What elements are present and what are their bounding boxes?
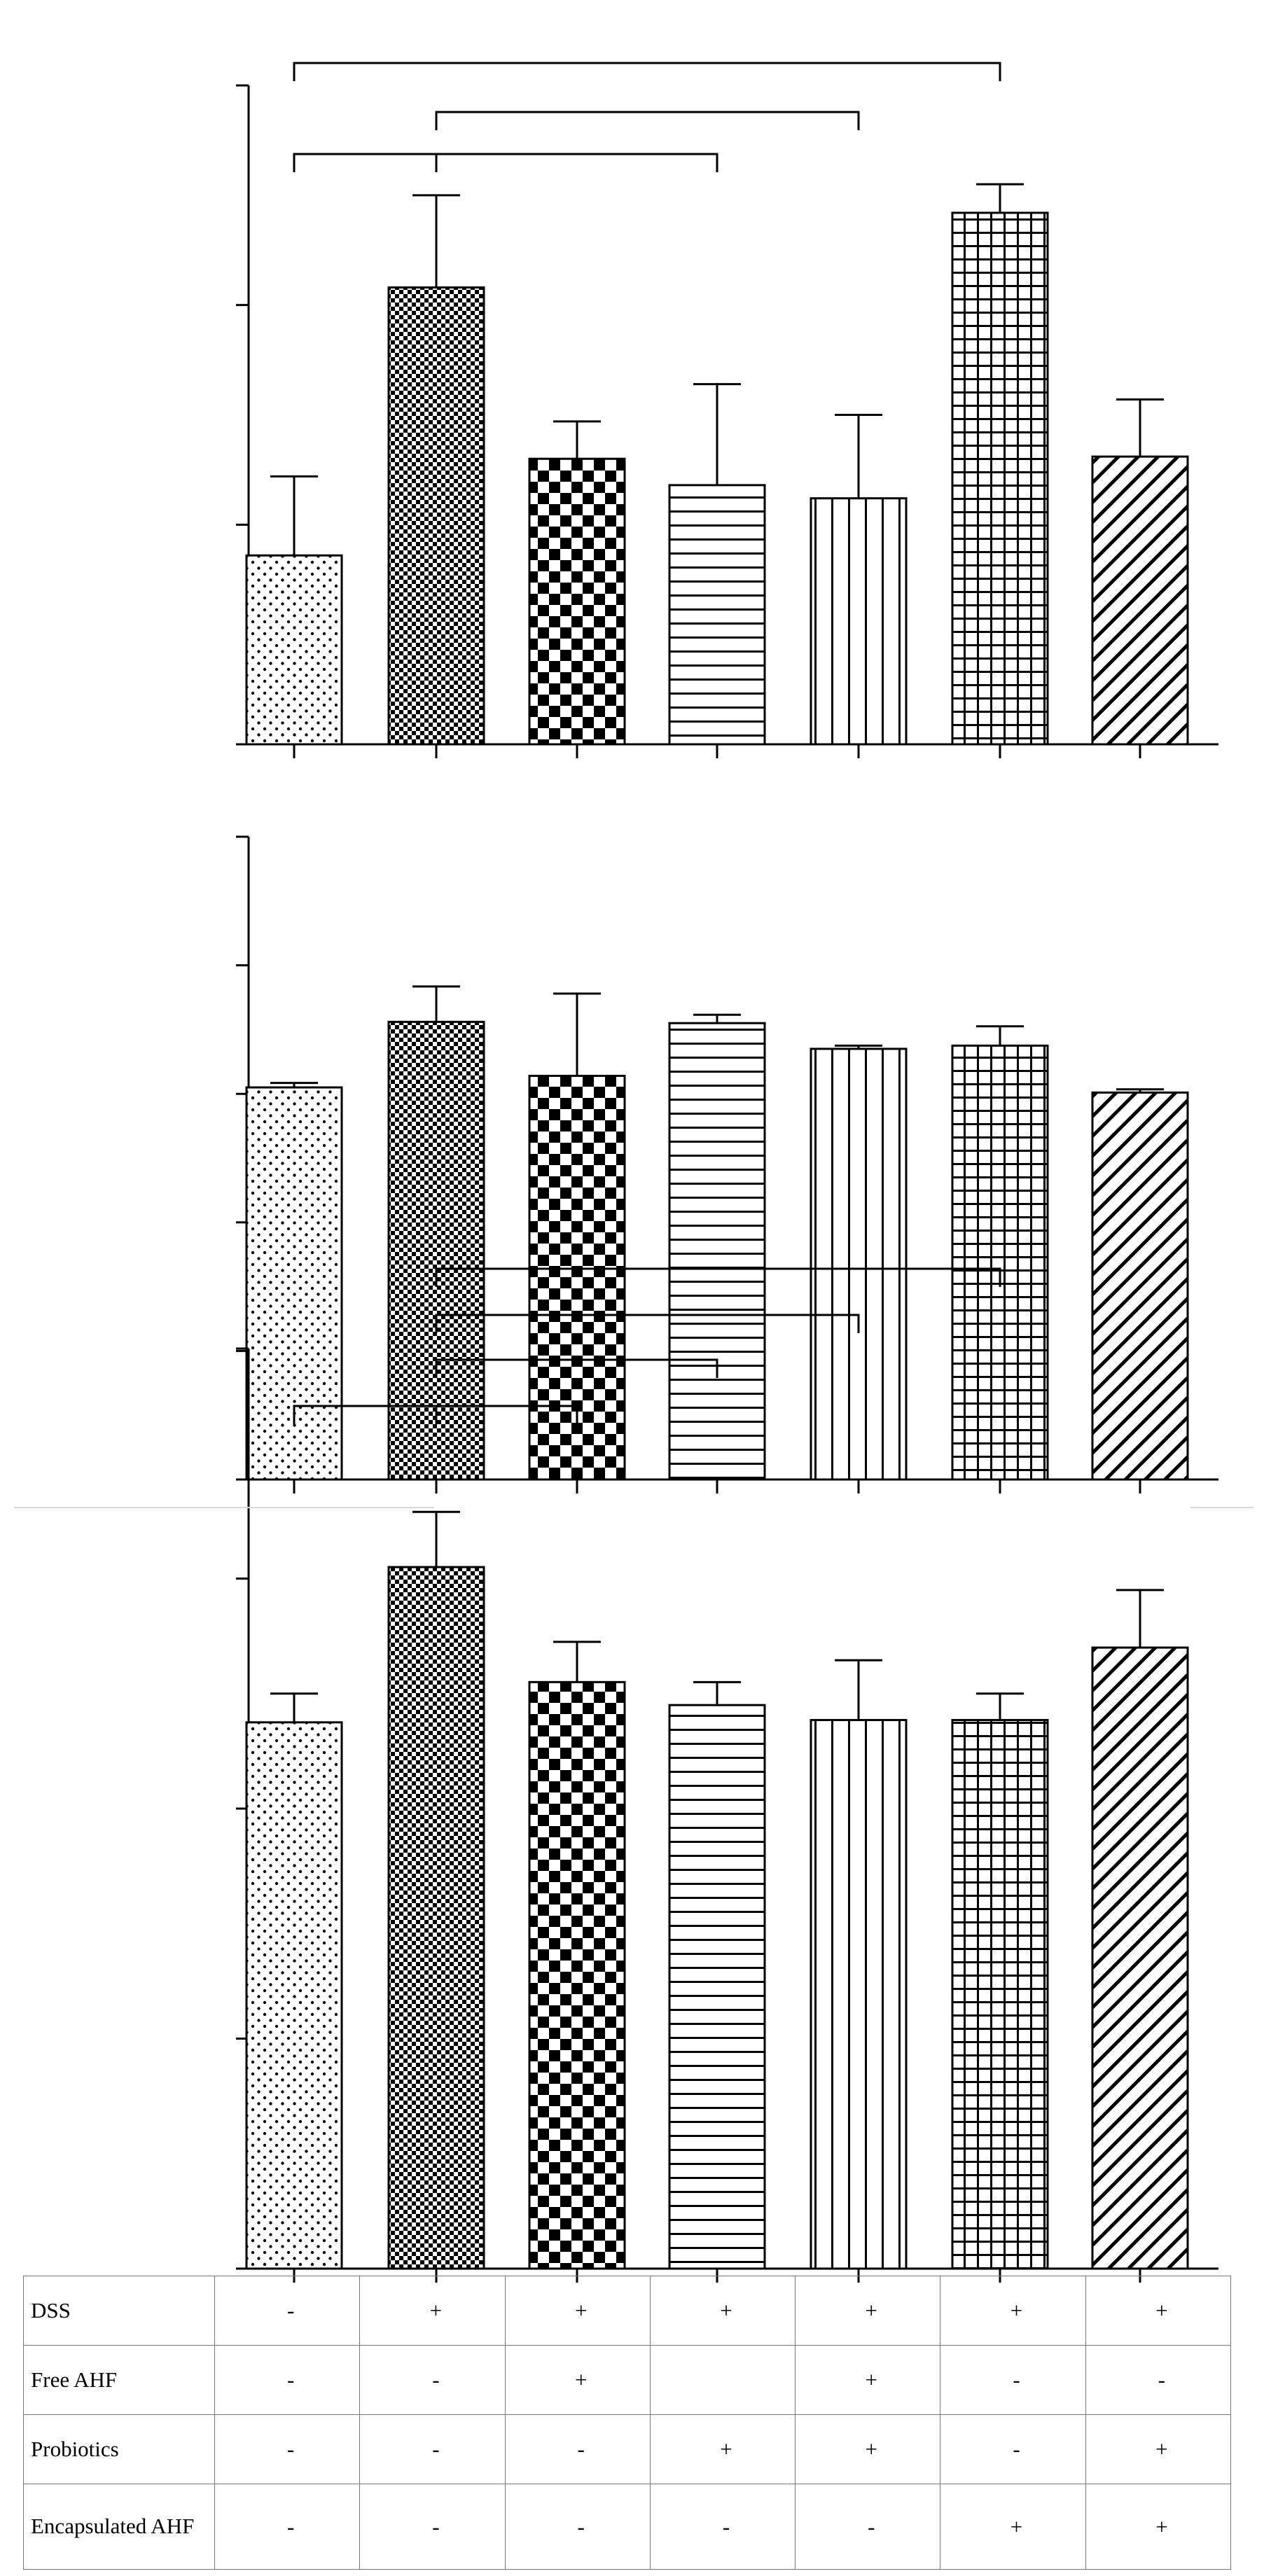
- bar-g4: [668, 1704, 766, 2270]
- table-cell: -: [214, 2484, 361, 2570]
- table-row: Free AHF - - + + - -: [23, 2345, 1232, 2415]
- table-cell: +: [504, 2345, 651, 2415]
- bar-g3: [528, 457, 626, 746]
- bar-g7: [1091, 455, 1189, 746]
- table-cell: -: [940, 2345, 1086, 2415]
- bar-g5: [810, 1047, 908, 1481]
- table-cell: +: [795, 2345, 941, 2415]
- bar-g5: [810, 497, 908, 746]
- panel-c-chart: [236, 1267, 1218, 2283]
- table-cell: +: [359, 2276, 506, 2346]
- table-row: DSS - + + + + + +: [23, 2276, 1232, 2346]
- table-cell: -: [940, 2414, 1086, 2484]
- table-cell: [649, 2345, 796, 2415]
- bar-g7: [1091, 1646, 1189, 2270]
- row-label: DSS: [23, 2276, 215, 2346]
- table-cell: +: [795, 2276, 941, 2346]
- table-cell: +: [1085, 2414, 1232, 2484]
- panel-a-chart: [236, 62, 1218, 758]
- panel-divider-right: [1190, 1507, 1253, 1508]
- significance-bracket: [293, 62, 1001, 81]
- table-cell: +: [1085, 2276, 1232, 2346]
- table-row: Encapsulated AHF - - - - - + +: [23, 2484, 1232, 2570]
- table-cell: -: [1085, 2345, 1232, 2415]
- table-cell: +: [940, 2484, 1086, 2570]
- row-label: Encapsulated AHF: [23, 2484, 215, 2570]
- table-row: Probiotics - - - + + - +: [23, 2414, 1232, 2484]
- table-cell: -: [504, 2414, 651, 2484]
- table-cell: +: [649, 2414, 796, 2484]
- bar-g5: [810, 1719, 908, 2270]
- significance-bracket: [435, 1314, 860, 1333]
- table-cell: -: [214, 2414, 361, 2484]
- significance-bracket: [435, 153, 718, 172]
- significance-bracket: [293, 153, 438, 172]
- bar-g4: [668, 484, 766, 746]
- row-label: Free AHF: [23, 2345, 215, 2415]
- table-cell: +: [940, 2276, 1086, 2346]
- table-cell: +: [649, 2276, 796, 2346]
- table-cell: -: [214, 2276, 361, 2346]
- bar-g1: [245, 554, 343, 746]
- table-cell: -: [504, 2484, 651, 2570]
- table-cell: +: [795, 2414, 941, 2484]
- significance-bracket: [435, 1358, 718, 1378]
- bar-g2: [387, 1020, 485, 1481]
- table-cell: +: [1085, 2484, 1232, 2570]
- table-cell: +: [504, 2276, 651, 2346]
- bar-g6: [951, 1044, 1049, 1481]
- table-cell: -: [214, 2345, 361, 2415]
- bar-g4: [668, 1022, 766, 1481]
- table-cell: -: [359, 2345, 506, 2415]
- table-cell: -: [359, 2414, 506, 2484]
- panel-divider-top: [14, 1507, 434, 1508]
- bar-g2: [387, 1566, 485, 2270]
- bar-g6: [951, 1719, 1049, 2270]
- table-cell: -: [359, 2484, 506, 2570]
- bar-g3: [528, 1680, 626, 2270]
- bar-g7: [1091, 1091, 1189, 1481]
- row-label: Probiotics: [23, 2414, 215, 2484]
- panel-b-chart: [236, 835, 1218, 1494]
- bar-g2: [387, 286, 485, 746]
- bar-g6: [951, 211, 1049, 746]
- bar-g1: [245, 1721, 343, 2270]
- table-cell: -: [795, 2484, 941, 2570]
- significance-bracket: [435, 1405, 578, 1424]
- significance-bracket: [435, 111, 860, 130]
- significance-bracket: [435, 1267, 1001, 1287]
- treatment-table: DSS - + + + + + + Free AHF - - + + - - Probiotics - - - + + -…: [23, 2276, 1232, 2570]
- table-cell: -: [649, 2484, 796, 2570]
